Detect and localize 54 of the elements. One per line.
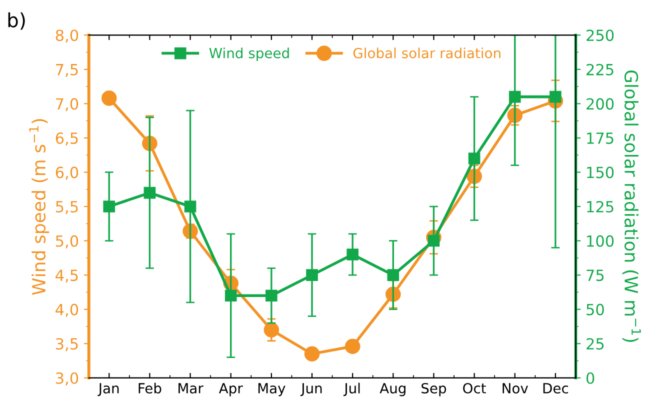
legend-label: Global solar radiation xyxy=(353,48,500,58)
point xyxy=(224,290,237,302)
point xyxy=(103,200,116,212)
y2-tick-label: 50 xyxy=(586,304,604,316)
point xyxy=(264,322,280,338)
point xyxy=(304,346,320,362)
point xyxy=(344,338,360,354)
y-axis-title: Wind speed (m s$^{−1}$) xyxy=(29,119,50,295)
x-tick-label: Oct xyxy=(463,383,486,394)
y2-tick-label: 250 xyxy=(586,30,614,42)
point xyxy=(428,234,440,247)
x-tick-label: Dec xyxy=(543,383,568,394)
y2-tick-label: 100 xyxy=(587,235,614,247)
y2-tick-label: 125 xyxy=(587,200,614,213)
y-tick-label: 4,5 xyxy=(56,270,78,283)
y-tick-label: 8,0 xyxy=(56,30,78,43)
y2-tick-label: 75 xyxy=(586,270,604,282)
point xyxy=(144,186,156,199)
point xyxy=(101,90,117,106)
point xyxy=(346,248,358,260)
y-tick-label: 6,5 xyxy=(56,132,78,146)
point xyxy=(184,200,196,212)
point xyxy=(306,269,318,281)
point xyxy=(468,152,480,164)
x-tick-label: Jul xyxy=(343,382,360,396)
x-tick-label: Nov xyxy=(502,383,528,394)
point xyxy=(266,290,278,302)
y2-tick-label: 175 xyxy=(587,132,614,144)
y-tick-label: 3,0 xyxy=(56,372,78,386)
y2-tick-label: 25 xyxy=(586,338,604,350)
x-tick-label: May xyxy=(258,383,286,396)
x-tick-label: Jan xyxy=(98,383,119,396)
y2-tick-label: 225 xyxy=(586,64,614,76)
y-tick-label: 7,0 xyxy=(56,98,78,112)
y2-tick-label: 0 xyxy=(586,372,594,384)
x-tick-label: Feb xyxy=(138,382,162,394)
x-tick-label: Mar xyxy=(178,383,204,394)
y-tick-label: 5,5 xyxy=(56,201,78,214)
y2-axis-title: Global solar radiation (W m$^{−1}$) xyxy=(622,70,641,342)
y-tick-label: 4,0 xyxy=(56,304,78,317)
x-tick-label: Sep xyxy=(422,383,446,396)
legend-label: Wind speed xyxy=(209,48,289,62)
x-tick-label: Apr xyxy=(218,383,243,396)
point xyxy=(387,269,400,281)
y-tick-label: 6,0 xyxy=(56,166,78,180)
x-tick-label: Jun xyxy=(300,383,322,396)
point xyxy=(508,90,521,103)
y-tick-label: 3,5 xyxy=(56,338,78,352)
text: b) xyxy=(8,12,25,30)
y-tick-label: 7,5 xyxy=(56,64,78,77)
x-tick-label: Aug xyxy=(380,383,406,396)
y-tick-label: 5,0 xyxy=(56,235,78,248)
y2-tick-label: 200 xyxy=(586,98,614,110)
y2-tick-label: 150 xyxy=(587,166,614,178)
